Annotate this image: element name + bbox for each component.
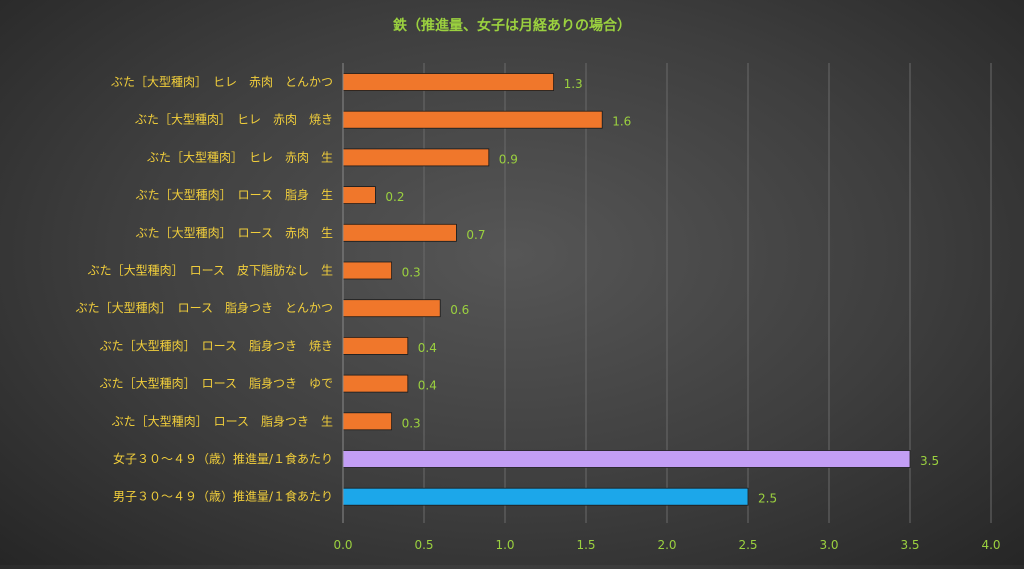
- bar-7: [342, 336, 409, 355]
- bar-10: [342, 450, 911, 468]
- category-label: ぶた［大型種肉］ ロース 皮下脂肪なし 生: [88, 263, 333, 278]
- category-label: ぶた［大型種肉］ ロース 脂身つき ゆで: [100, 376, 333, 391]
- category-label: ぶた［大型種肉］ ロース 赤肉 生: [136, 226, 333, 240]
- bar-0: [342, 73, 555, 91]
- bar-2: [342, 148, 490, 167]
- bars: [342, 73, 911, 506]
- bar-6: [342, 299, 441, 318]
- data-label: 1.6: [612, 115, 631, 129]
- bar-9: [342, 412, 392, 431]
- x-tick-label: 3.5: [900, 538, 919, 552]
- x-tick-label: 2.0: [657, 538, 676, 552]
- category-label: ぶた［大型種肉］ ヒレ 赤肉 とんかつ: [111, 75, 333, 89]
- x-tick-label: 1.0: [495, 538, 514, 552]
- x-tick-label: 0.5: [414, 538, 433, 552]
- gridlines: [423, 63, 992, 523]
- x-tick-labels: 0.0 0.5 1.0 1.5 2.0 2.5 3.0 3.5 4.0: [333, 538, 1000, 552]
- data-label: 1.3: [564, 77, 583, 91]
- chart-title: 鉄（推進量、女子は月経ありの場合）: [393, 17, 631, 34]
- category-label: 男子３０～４９（歳）推進量/１食あたり: [113, 489, 333, 504]
- data-labels: 1.3 1.6 0.9 0.2 0.7 0.3 0.6 0.4 0.4 0.3 3.5 2.5: [385, 77, 939, 506]
- bar-11: [342, 487, 749, 506]
- x-tick-label: 2.5: [738, 538, 757, 552]
- category-label: ぶた［大型種肉］ ヒレ 赤肉 生: [147, 150, 333, 164]
- data-label: 0.4: [418, 379, 437, 393]
- data-label: 0.2: [385, 190, 404, 204]
- data-label: 0.9: [499, 152, 518, 166]
- data-label: 0.7: [466, 228, 485, 242]
- x-tick-label: 4.0: [981, 538, 1000, 552]
- category-label: ぶた［大型種肉］ ロース 脂身 生: [136, 187, 333, 202]
- data-label: 3.5: [920, 454, 939, 468]
- x-tick-label: 1.5: [576, 538, 595, 552]
- category-label: ぶた［大型種肉］ ロース 脂身つき 焼き: [100, 338, 333, 353]
- data-label: 2.5: [758, 492, 777, 506]
- category-label: ぶた［大型種肉］ ヒレ 赤肉 焼き: [135, 113, 333, 127]
- bar-5: [342, 261, 392, 280]
- data-label: 0.3: [402, 266, 421, 280]
- data-label: 0.4: [418, 341, 437, 355]
- x-tick-label: 0.0: [333, 538, 352, 552]
- bar-1: [342, 110, 603, 129]
- data-label: 0.3: [402, 416, 421, 430]
- data-label: 0.6: [450, 303, 469, 317]
- category-label: 女子３０～４９（歳）推進量/１食あたり: [113, 451, 333, 466]
- category-label: ぶた［大型種肉］ ロース 脂身つき とんかつ: [76, 300, 333, 315]
- category-label: ぶた［大型種肉］ ロース 脂身つき 生: [112, 413, 333, 428]
- bar-3: [342, 186, 376, 205]
- bar-4: [342, 223, 457, 242]
- bar-8: [342, 374, 409, 393]
- x-tick-label: 3.0: [819, 538, 838, 552]
